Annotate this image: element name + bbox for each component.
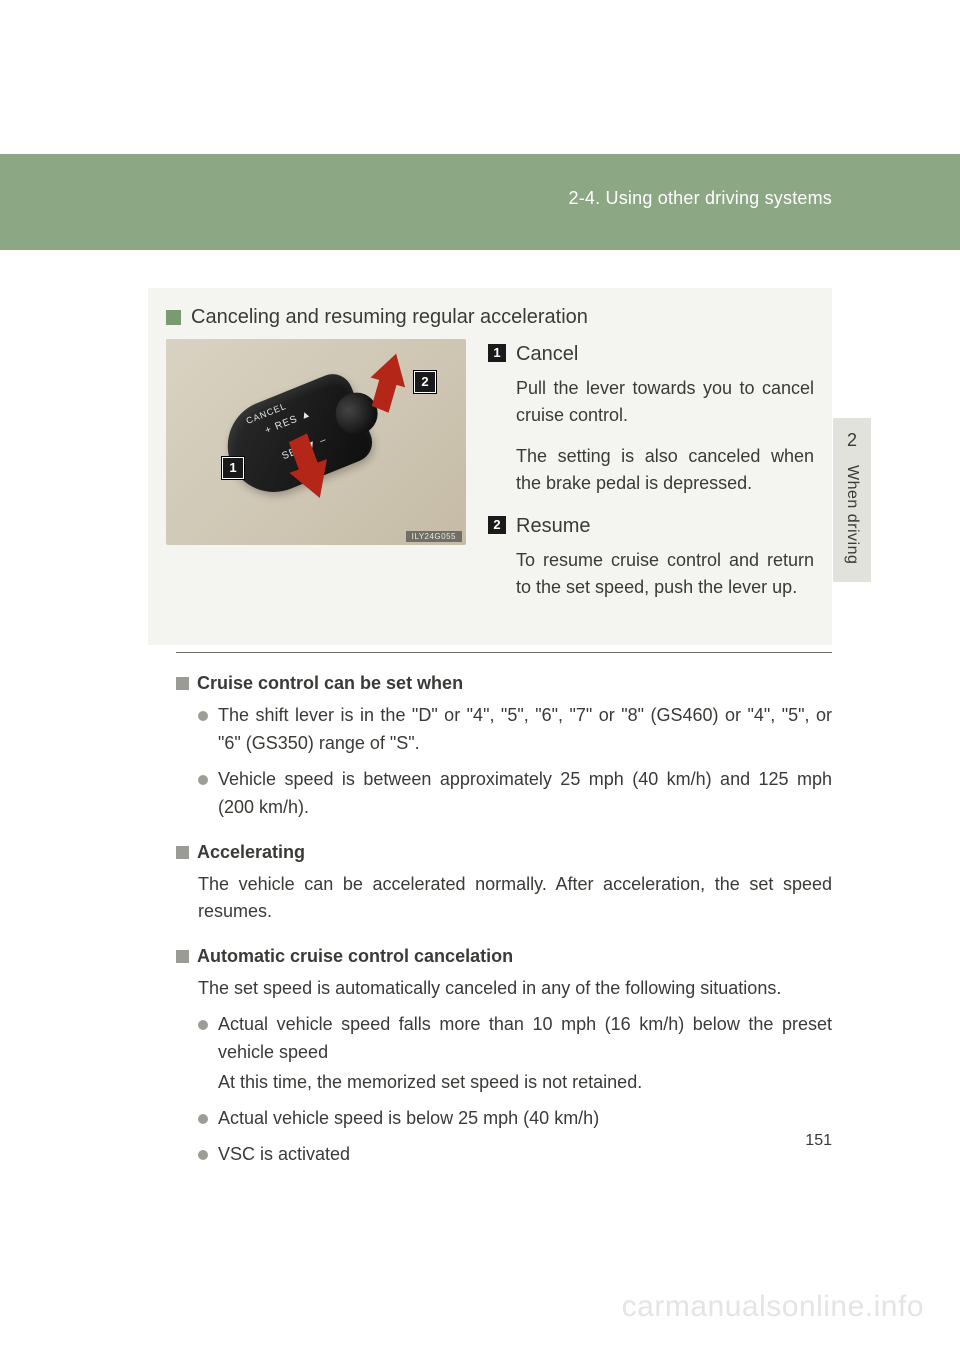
step-number-badge: 1 — [488, 344, 506, 362]
bullet-list: The shift lever is in the "D" or "4", "5… — [198, 702, 832, 822]
subheading-row: Cruise control can be set when — [176, 673, 832, 694]
list-item: Actual vehicle speed is below 25 mph (40… — [198, 1105, 832, 1133]
body-content: Cruise control can be set when The shift… — [176, 652, 832, 1177]
chapter-label: When driving — [843, 465, 861, 564]
cruise-lever-illustration: CANCEL + RES ▲ SET ▼ – 1 2 ILY24G055 — [166, 339, 466, 545]
manual-page: 2-4. Using other driving systems 2 When … — [0, 0, 960, 1358]
step-number-badge: 2 — [488, 516, 506, 534]
step-description: To resume cruise control and return to t… — [516, 547, 814, 601]
header-breadcrumb: 2-4. Using other driving systems — [569, 188, 833, 209]
section-title-row: Canceling and resuming regular accelerat… — [166, 306, 814, 329]
square-marker-icon — [176, 846, 189, 859]
section-body: CANCEL + RES ▲ SET ▼ – 1 2 ILY24G055 1 C… — [166, 339, 814, 615]
section-title: Canceling and resuming regular accelerat… — [191, 306, 588, 329]
page-number: 151 — [805, 1132, 832, 1150]
list-item: Vehicle speed is between approximately 2… — [198, 766, 832, 822]
list-item-text: The shift lever is in the "D" or "4", "5… — [218, 705, 832, 753]
section-box: Canceling and resuming regular accelerat… — [148, 288, 832, 645]
subheading: Accelerating — [197, 842, 305, 863]
callout-badge-1: 1 — [222, 457, 244, 479]
square-marker-icon — [176, 950, 189, 963]
chapter-number: 2 — [833, 430, 871, 451]
header-band: 2-4. Using other driving systems — [0, 154, 960, 250]
callout-badge-2: 2 — [414, 371, 436, 393]
paragraph: The vehicle can be accelerated normally.… — [198, 871, 832, 927]
step-label: Cancel — [516, 339, 578, 369]
list-item-subtext: At this time, the memorized set speed is… — [218, 1069, 832, 1097]
list-item: VSC is activated — [198, 1141, 832, 1169]
subheading: Automatic cruise control cancelation — [197, 946, 513, 967]
subheading: Cruise control can be set when — [197, 673, 463, 694]
step-item: 2 Resume — [488, 511, 814, 541]
square-marker-icon — [166, 310, 181, 325]
divider — [176, 652, 832, 653]
list-item-text: VSC is activated — [218, 1144, 350, 1164]
square-marker-icon — [176, 677, 189, 690]
list-item-text: Actual vehicle speed is below 25 mph (40… — [218, 1108, 599, 1128]
paragraph: The set speed is automatically canceled … — [198, 975, 832, 1003]
step-item: 1 Cancel — [488, 339, 814, 369]
list-item-text: Actual vehicle speed falls more than 10 … — [218, 1014, 832, 1062]
list-item: Actual vehicle speed falls more than 10 … — [198, 1011, 832, 1097]
step-label: Resume — [516, 511, 590, 541]
list-item-text: Vehicle speed is between approximately 2… — [218, 769, 832, 817]
subheading-row: Accelerating — [176, 842, 832, 863]
image-code: ILY24G055 — [406, 531, 462, 542]
watermark: carmanualsonline.info — [622, 1290, 924, 1324]
arrow-up-icon — [371, 349, 414, 388]
subheading-row: Automatic cruise control cancelation — [176, 946, 832, 967]
chapter-side-tab: 2 When driving — [833, 418, 871, 582]
step-description: Pull the lever towards you to cancel cru… — [516, 375, 814, 429]
section-step-list: 1 Cancel Pull the lever towards you to c… — [488, 339, 814, 615]
bullet-list: Actual vehicle speed falls more than 10 … — [198, 1011, 832, 1168]
list-item: The shift lever is in the "D" or "4", "5… — [198, 702, 832, 758]
step-description: The setting is also canceled when the br… — [516, 443, 814, 497]
